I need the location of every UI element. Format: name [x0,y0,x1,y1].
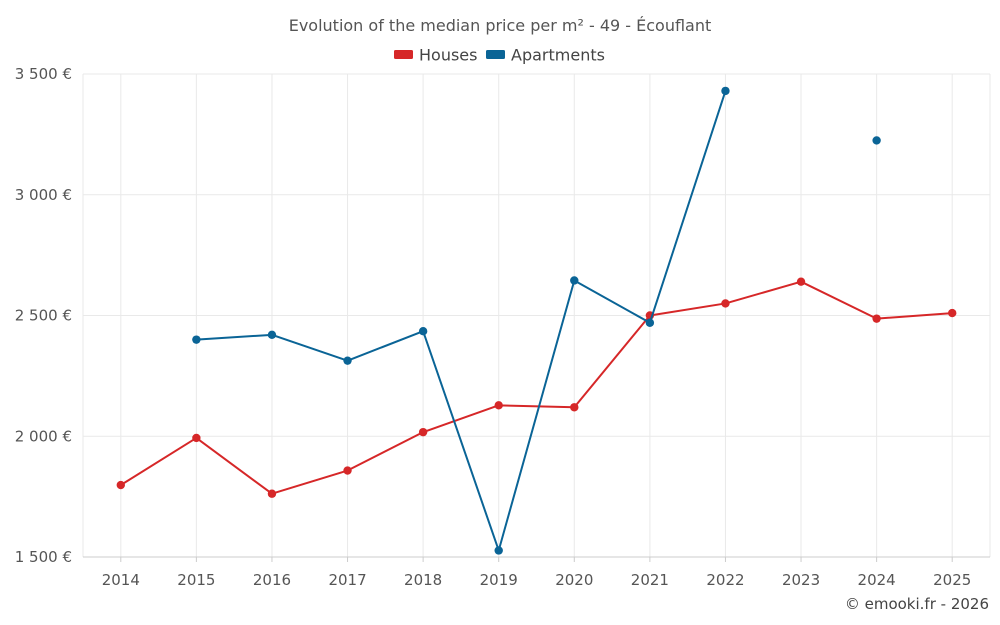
x-tick-label: 2023 [782,571,820,589]
legend-swatch-apartments [486,50,505,59]
apartments-point-2024[interactable] [872,136,881,145]
y-tick-label: 2 000 € [15,427,72,445]
x-tick-label: 2014 [102,571,140,589]
y-tick-label: 1 500 € [15,548,72,566]
apartments-point-2019[interactable] [494,546,503,555]
houses-point-2014[interactable] [116,480,125,490]
x-tick-label: 2016 [253,571,291,589]
x-tick-label: 2018 [404,571,442,589]
apartments-line-segment-0 [196,90,727,552]
apartments-point-2022[interactable] [721,86,730,96]
houses-point-2019[interactable] [494,401,503,410]
x-tick-label: 2020 [555,571,593,589]
x-tick-label: 2015 [177,571,215,589]
houses-point-2017[interactable] [343,466,352,475]
houses-point-2022[interactable] [721,299,730,308]
credit-text: © emooki.fr - 2026 [845,595,989,613]
apartments-point-2017[interactable] [343,356,352,365]
apartments-point-2021[interactable] [645,318,655,327]
houses-point-2024[interactable] [872,314,881,323]
apartments-point-2016[interactable] [267,330,277,340]
series-apartments [192,86,881,555]
houses-point-2020[interactable] [570,403,579,412]
y-tick-label: 3 500 € [15,65,72,83]
grid-lines [82,73,991,558]
apartments-point-2020[interactable] [570,276,579,285]
legend-label-apartments: Apartments [511,46,605,65]
houses-point-2023[interactable] [796,277,806,286]
legend-item-apartments[interactable]: Apartments [486,46,605,65]
x-tick-label: 2019 [480,571,518,589]
x-tick-label: 2022 [706,571,744,589]
apartments-point-2015[interactable] [192,335,201,344]
legend-label-houses: Houses [419,46,477,65]
houses-point-2015[interactable] [192,433,201,443]
houses-point-2025[interactable] [948,308,957,318]
y-tick-label: 2 500 € [15,307,72,325]
x-tick-label: 2025 [933,571,971,589]
chart-title: Evolution of the median price per m² - 4… [289,16,712,35]
series-group [116,86,957,555]
legend-swatch-houses [394,50,413,59]
y-axis: 1 500 € 2 000 € 2 500 € 3 000 € 3 500 € [15,65,72,566]
houses-point-2018[interactable] [418,427,428,437]
houses-point-2016[interactable] [267,489,277,498]
x-axis: 2014 2015 2016 2017 2018 2019 2020 2021 2022 2023… [102,557,971,589]
y-tick-label: 3 000 € [15,186,72,204]
x-tick-label: 2017 [328,571,366,589]
legend: Houses Apartments [394,46,605,65]
legend-item-houses[interactable]: Houses [394,46,477,65]
series-houses [116,277,957,498]
x-tick-label: 2021 [631,571,669,589]
x-tick-label: 2024 [858,571,896,589]
houses-line-segment-0 [120,280,953,495]
apartments-point-2018[interactable] [418,326,428,336]
